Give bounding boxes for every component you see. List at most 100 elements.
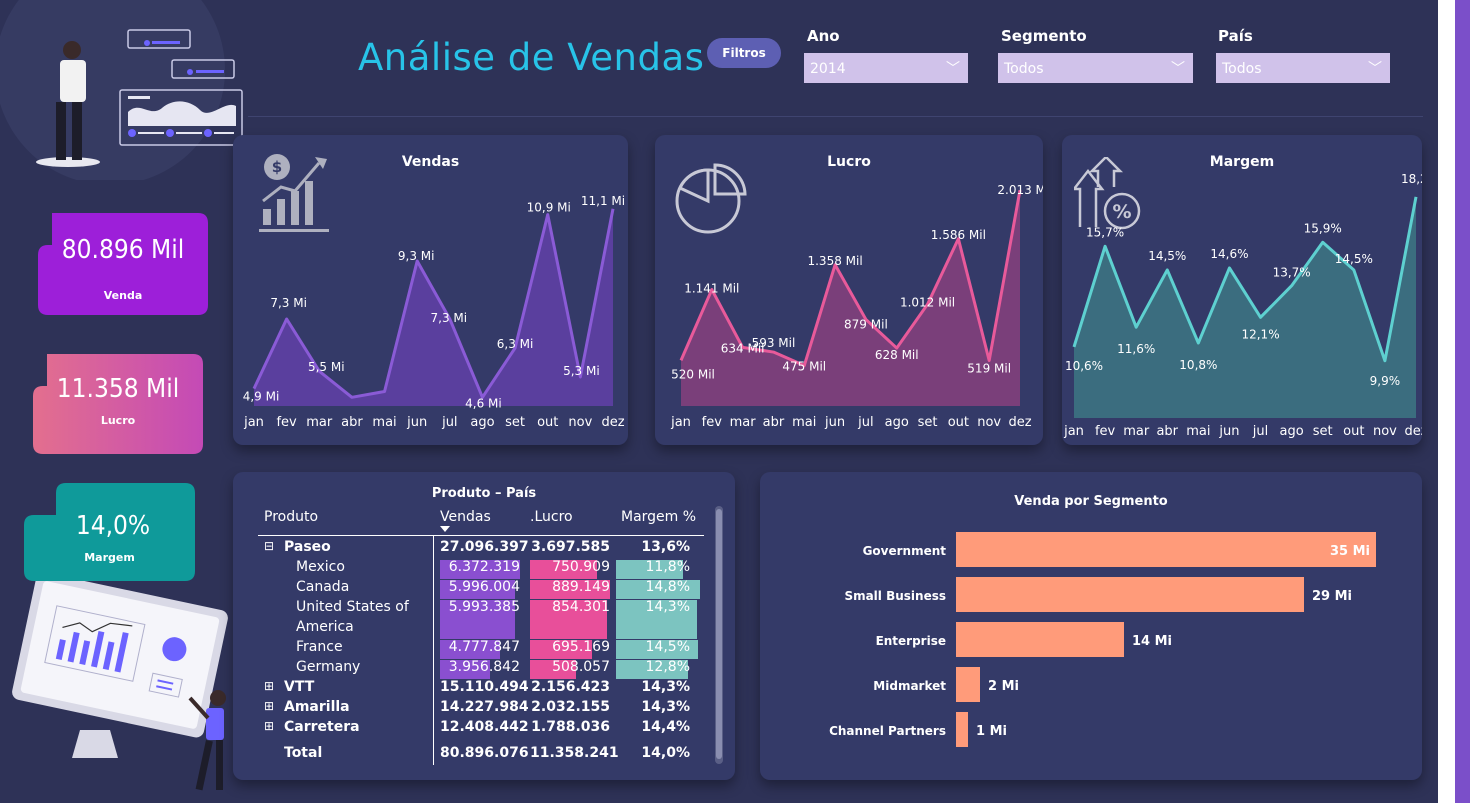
lucro-data-bar (530, 600, 607, 639)
x-tick-label: jun (1218, 424, 1239, 439)
data-label: 634 Mil (721, 341, 765, 355)
x-tick-label: jul (857, 415, 873, 430)
matrix-header-produto[interactable]: Produto (264, 509, 319, 525)
data-label: 879 Mil (844, 317, 888, 331)
data-label: 15,9% (1304, 221, 1342, 235)
x-tick-label: jan (1063, 424, 1084, 439)
bar-category-label: Government (863, 544, 947, 558)
segment-bar (956, 577, 1304, 612)
matrix-cell-margem: 14,3% (641, 679, 690, 695)
data-label: 14,5% (1335, 252, 1373, 266)
chevron-down-icon: ﹀ (946, 61, 960, 77)
margem-chart-title: Margem (1209, 154, 1275, 170)
filter-country-select[interactable]: Todos ﹀ (1216, 53, 1390, 83)
x-tick-label: ago (1280, 424, 1304, 439)
bar-value-label: 29 Mi (1312, 589, 1352, 604)
margem-data-bar (616, 660, 689, 679)
matrix-cell-margem: 11,8% (645, 559, 690, 575)
x-tick-label: out (1343, 424, 1364, 439)
lucro-area-chart: jan fev mar abr mai jun jul ago set out nov dez 520 … (670, 183, 1043, 430)
collapse-icon[interactable]: ⊟ (264, 539, 275, 553)
expand-icon[interactable]: ⊞ (264, 699, 275, 713)
bar-category-label: Small Business (844, 589, 946, 603)
chevron-down-icon: ﹀ (1368, 61, 1382, 77)
bar-category-label: Channel Partners (829, 724, 946, 738)
x-tick-label: out (948, 415, 969, 430)
data-label: 6,3 Mi (497, 337, 534, 351)
filter-segment-select[interactable]: Todos ﹀ (998, 53, 1193, 83)
svg-text:$: $ (272, 158, 282, 176)
matrix-header-margem[interactable]: Margem % (621, 509, 697, 525)
x-tick-label: mai (792, 415, 816, 430)
vendas-area-chart: jan fev mar abr mai jun jul ago set out nov dez 4,9 … (243, 194, 625, 430)
data-label: 475 Mil (782, 360, 826, 374)
page-title: Análise de Vendas (358, 36, 705, 79)
bar-category-label: Midmarket (873, 679, 946, 693)
person-dashboard-illustration (0, 0, 243, 180)
matrix-scrollbar[interactable] (715, 506, 723, 764)
data-label: 520 Mil (671, 367, 715, 381)
segment-bar (956, 712, 968, 747)
matrix-cell-margem: 14,5% (645, 639, 690, 655)
data-label: 593 Mil (752, 336, 796, 350)
segment-bar (956, 667, 980, 702)
x-tick-label: mar (1123, 424, 1150, 439)
lucro-data-bar (530, 660, 576, 679)
x-tick-label: jun (824, 415, 845, 430)
expand-icon[interactable]: ⊞ (264, 719, 275, 733)
x-tick-label: mai (372, 415, 396, 430)
product-country-matrix: Produto – País Produto Vendas .Lucro Mar… (233, 472, 735, 780)
x-tick-label: dez (601, 415, 624, 430)
series-line (1072, 196, 1418, 363)
kpi-lucro-card: 11.358 Mil Lucro (33, 354, 203, 454)
margem-data-bar (616, 580, 700, 599)
expand-icon[interactable]: ⊞ (264, 679, 275, 693)
filters-button[interactable]: Filtros (707, 38, 781, 68)
data-label: 14,6% (1210, 247, 1248, 261)
matrix-cell-lucro: 2.156.423 (531, 679, 610, 695)
kpi-margem-value: 14,0% (75, 511, 151, 541)
data-label: 11,1 Mi (581, 194, 625, 208)
filter-year-label: Ano (807, 27, 840, 45)
matrix-row-label: Carretera (284, 719, 360, 735)
matrix-header-vendas[interactable]: Vendas (440, 509, 491, 525)
segment-bar-chart: Government 35 Mi Small Business 29 Mi Enterp… (829, 532, 1376, 747)
data-label: 10,8% (1179, 358, 1217, 372)
data-label: 4,9 Mi (243, 390, 280, 404)
computer-illustration (12, 580, 228, 791)
data-label: 7,3 Mi (270, 296, 307, 310)
matrix-cell-margem: 14,3% (641, 699, 690, 715)
margem-data-bar (616, 600, 698, 639)
matrix-row-label: Amarilla (284, 699, 350, 715)
data-label: 628 Mil (875, 348, 919, 362)
matrix-cell-margem: 14,8% (645, 579, 690, 595)
data-label: 15,7% (1086, 225, 1124, 239)
right-edge-bar (1455, 0, 1470, 803)
x-tick-label: ago (470, 415, 494, 430)
matrix-cell-vendas: 6.372.319 (448, 559, 520, 575)
data-label: 18,2% (1401, 172, 1422, 186)
x-tick-label: abr (1156, 424, 1178, 439)
area-fill (1074, 196, 1416, 418)
filter-year-select[interactable]: 2014 ﹀ (804, 53, 968, 83)
matrix-cell-vendas: 12.408.442 (440, 719, 529, 735)
data-label: 9,9% (1370, 374, 1401, 388)
data-label: 9,3 Mi (398, 249, 435, 263)
x-tick-label: mar (306, 415, 333, 430)
matrix-cell-vendas: 5.996.004 (448, 579, 520, 595)
data-label: 5,5 Mi (308, 360, 345, 374)
matrix-cell-vendas: 5.993.385 (448, 599, 520, 615)
lucro-data-bar (530, 560, 598, 579)
filter-country-label: País (1218, 27, 1253, 45)
matrix-row-label-continued: America (296, 619, 354, 635)
matrix-cell-lucro: 750.909 (552, 559, 610, 575)
bar-value-label: 1 Mi (976, 724, 1007, 739)
bar-value-label: 2 Mi (988, 679, 1019, 694)
kpi-lucro-label: Lucro (100, 414, 136, 427)
matrix-header-lucro[interactable]: .Lucro (530, 509, 573, 525)
bar-value-label: 14 Mi (1132, 634, 1172, 649)
matrix-scrollbar-thumb[interactable] (716, 509, 722, 759)
matrix-total-margem: 14,0% (641, 745, 690, 761)
header-divider (248, 116, 1423, 117)
